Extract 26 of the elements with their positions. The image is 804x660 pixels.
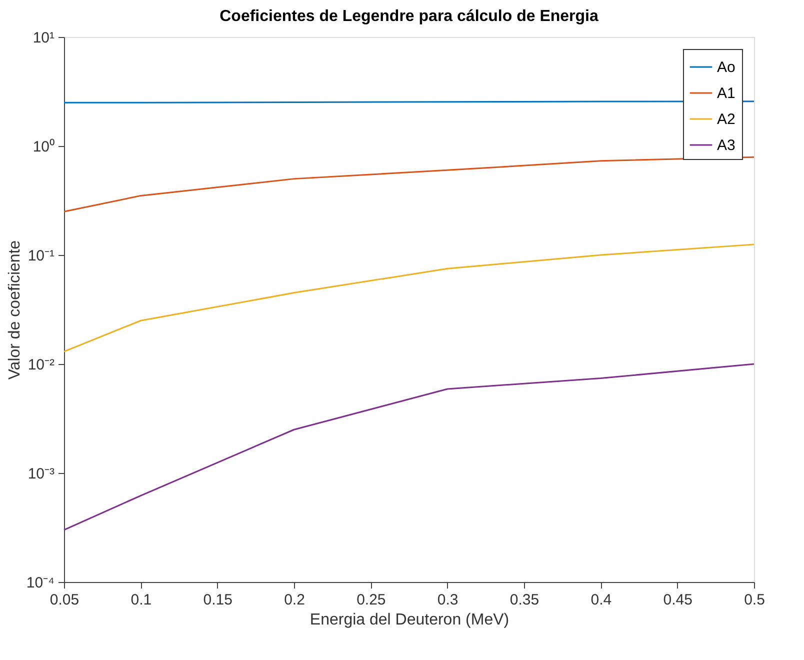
legend-label: Ao [717, 59, 736, 76]
y-tick-label: 10⁻³ [28, 466, 54, 482]
legend-label: A3 [717, 137, 736, 154]
x-axis-title: Energia del Deuteron (MeV) [310, 612, 510, 628]
line-series [63, 363, 755, 531]
chart-title: Coeficientes de Legendre para cálculo de Energia [220, 8, 598, 25]
y-tick-label: 10⁻² [28, 356, 54, 374]
y-tick-label: 10⁰ [32, 138, 54, 156]
line-series [63, 244, 755, 352]
y-tick-label: 10⁻¹ [28, 248, 54, 264]
x-tick-label: 0.2 [284, 592, 305, 608]
x-tick-label: 0.1 [130, 592, 152, 608]
x-tick-label: 0.05 [50, 592, 80, 608]
y-tick-label: 10⁻⁴ [26, 574, 54, 592]
x-tick-label: 0.35 [510, 592, 540, 608]
x-tick-label: 0.3 [437, 592, 458, 608]
y-tick-label: 10¹ [32, 30, 54, 46]
line-series [63, 156, 755, 212]
y-axis-title: Valor de coeficiente [6, 240, 24, 380]
x-tick-label: 0.5 [744, 592, 765, 608]
legend-label: A1 [717, 85, 736, 102]
x-tick-label: 0.15 [203, 592, 232, 608]
x-tick-label: 0.25 [356, 592, 386, 608]
legend-label: A2 [717, 111, 736, 128]
x-tick-label: 0.4 [590, 592, 612, 608]
x-tick-label: 0.45 [663, 592, 692, 608]
